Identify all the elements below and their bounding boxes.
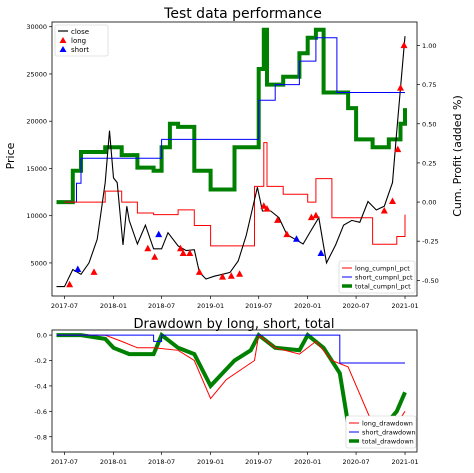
y-tick-label: 30000 [26,23,47,31]
y-tick-label: -0.6 [34,408,47,416]
x-tick-label: 2017-07 [51,302,78,310]
top-marks [56,27,408,288]
marker-long [397,84,404,91]
marker-long [227,272,235,279]
marker-long [219,273,226,280]
y-axis-label: Price [4,142,17,169]
chart-title: Test data performance [163,6,322,22]
y-tick-label: 20000 [26,118,47,126]
plot-frame [51,329,418,453]
marker-long [389,197,396,204]
marker-long [186,249,194,256]
y2-tick-label: 0.25 [422,159,436,167]
x-tick-label: 2019-01 [197,458,224,466]
x-tick-label: 2018-07 [148,458,175,466]
x-tick-label: 2020-07 [342,302,369,310]
marker-long [400,41,408,49]
marker-long [394,145,402,153]
x-tick-label: 2019-01 [197,302,224,310]
marker-long [179,249,187,256]
legend-box [54,24,109,57]
series-long-drawdown [56,334,406,438]
legend-top-left: close long short [54,24,109,57]
marker-long [307,213,315,221]
marker-short [293,235,300,242]
legend-total-drawdown-label: total_drawdown [362,438,414,446]
x-tick-label: 2017-07 [51,458,78,466]
legend-long-swatch [59,37,67,43]
series-long-cumpnl-pct [64,142,406,247]
legend-short-label: short [71,46,89,54]
x-tick-label: 2018-01 [100,458,127,466]
legend-short-swatch [59,46,67,52]
x-tick-label: 2019-07 [245,458,272,466]
x-tick-label: 2019-07 [245,302,272,310]
y2-tick-label: 0.50 [422,120,436,128]
x-tick-label: 2018-01 [100,302,127,310]
top-axes: 2017-07 2018-01 2018-07 2019-01 2019-07 2020-… [26,23,439,310]
x-tick-label: 2020-01 [294,458,321,466]
legend-total-cumpnl-label: total_cumpnl_pct [355,283,411,291]
y2-tick-label: -0.50 [422,277,439,285]
y-tick-label: -0.4 [34,382,47,390]
x-tick-label: 2018-07 [148,302,175,310]
bottom-axes: 2017-07 2018-01 2018-07 2019-01 2019-07 2020-… [34,332,418,466]
y-tick-label: 5000 [30,259,47,267]
marker-short [317,249,325,256]
series-short-cumpnl-pct [64,37,405,203]
legend-box [338,260,416,294]
x-tick-label: 2021-01 [391,302,418,310]
chart-title: Drawdown by long, short, total [134,317,335,332]
legend-long-cumpnl-label: long_cumpnl_pct [355,265,410,273]
legend-drawdown: long_drawdown short_drawdown total_drawd… [345,415,417,449]
series-total-cumpnl-pct [56,27,407,205]
legend-long-label: long [71,37,86,45]
marker-long [144,244,152,252]
legend-short-drawdown-label: short_drawdown [362,429,416,437]
marker-long [283,230,291,238]
legend-box [345,415,417,449]
x-tick-label: 2020-07 [342,458,369,466]
series-short-drawdown [56,334,405,364]
plot-frame [51,21,418,297]
marker-long [380,207,388,214]
y-tick-label: -0.2 [34,357,47,365]
y2-axis-label: Cum. Profit (added %) [451,95,464,217]
y-tick-label: -0.8 [34,433,47,441]
marker-short [155,230,163,238]
drawdown-chart: Drawdown by long, short, total 2017-07 20… [34,317,418,466]
x-tick-label: 2021-01 [391,458,418,466]
marker-long [66,280,74,288]
marker-long [312,211,320,219]
marker-long [236,270,244,277]
y2-tick-label: -0.25 [422,238,439,246]
marker-long [263,205,271,212]
y2-tick-label: 1.00 [422,42,436,50]
y-tick-label: 0.0 [37,332,47,340]
marker-long [177,244,184,252]
y-tick-label: 25000 [26,70,47,78]
y-tick-label: 15000 [26,165,47,173]
legend-short-cumpnl-label: short_cumpnl_pct [355,274,413,282]
legend-long-drawdown-label: long_drawdown [362,420,413,428]
marker-long [90,268,98,275]
marker-long [260,202,268,209]
marker-long [274,216,282,223]
y-tick-label: 10000 [26,212,47,220]
legend-close-label: close [71,28,89,36]
marker-long [195,268,203,275]
y2-tick-label: 0.75 [422,81,436,89]
marker-short [74,265,82,272]
marker-long [151,253,159,260]
price-performance-chart: Test data performance Price Cum. Profit … [4,6,464,310]
series-close [56,36,406,288]
y2-tick-label: 0.00 [422,199,436,207]
legend-bottom-right: long_cumpnl_pct short_cumpnl_pct total_c… [338,260,416,294]
x-tick-label: 2020-01 [294,302,321,310]
